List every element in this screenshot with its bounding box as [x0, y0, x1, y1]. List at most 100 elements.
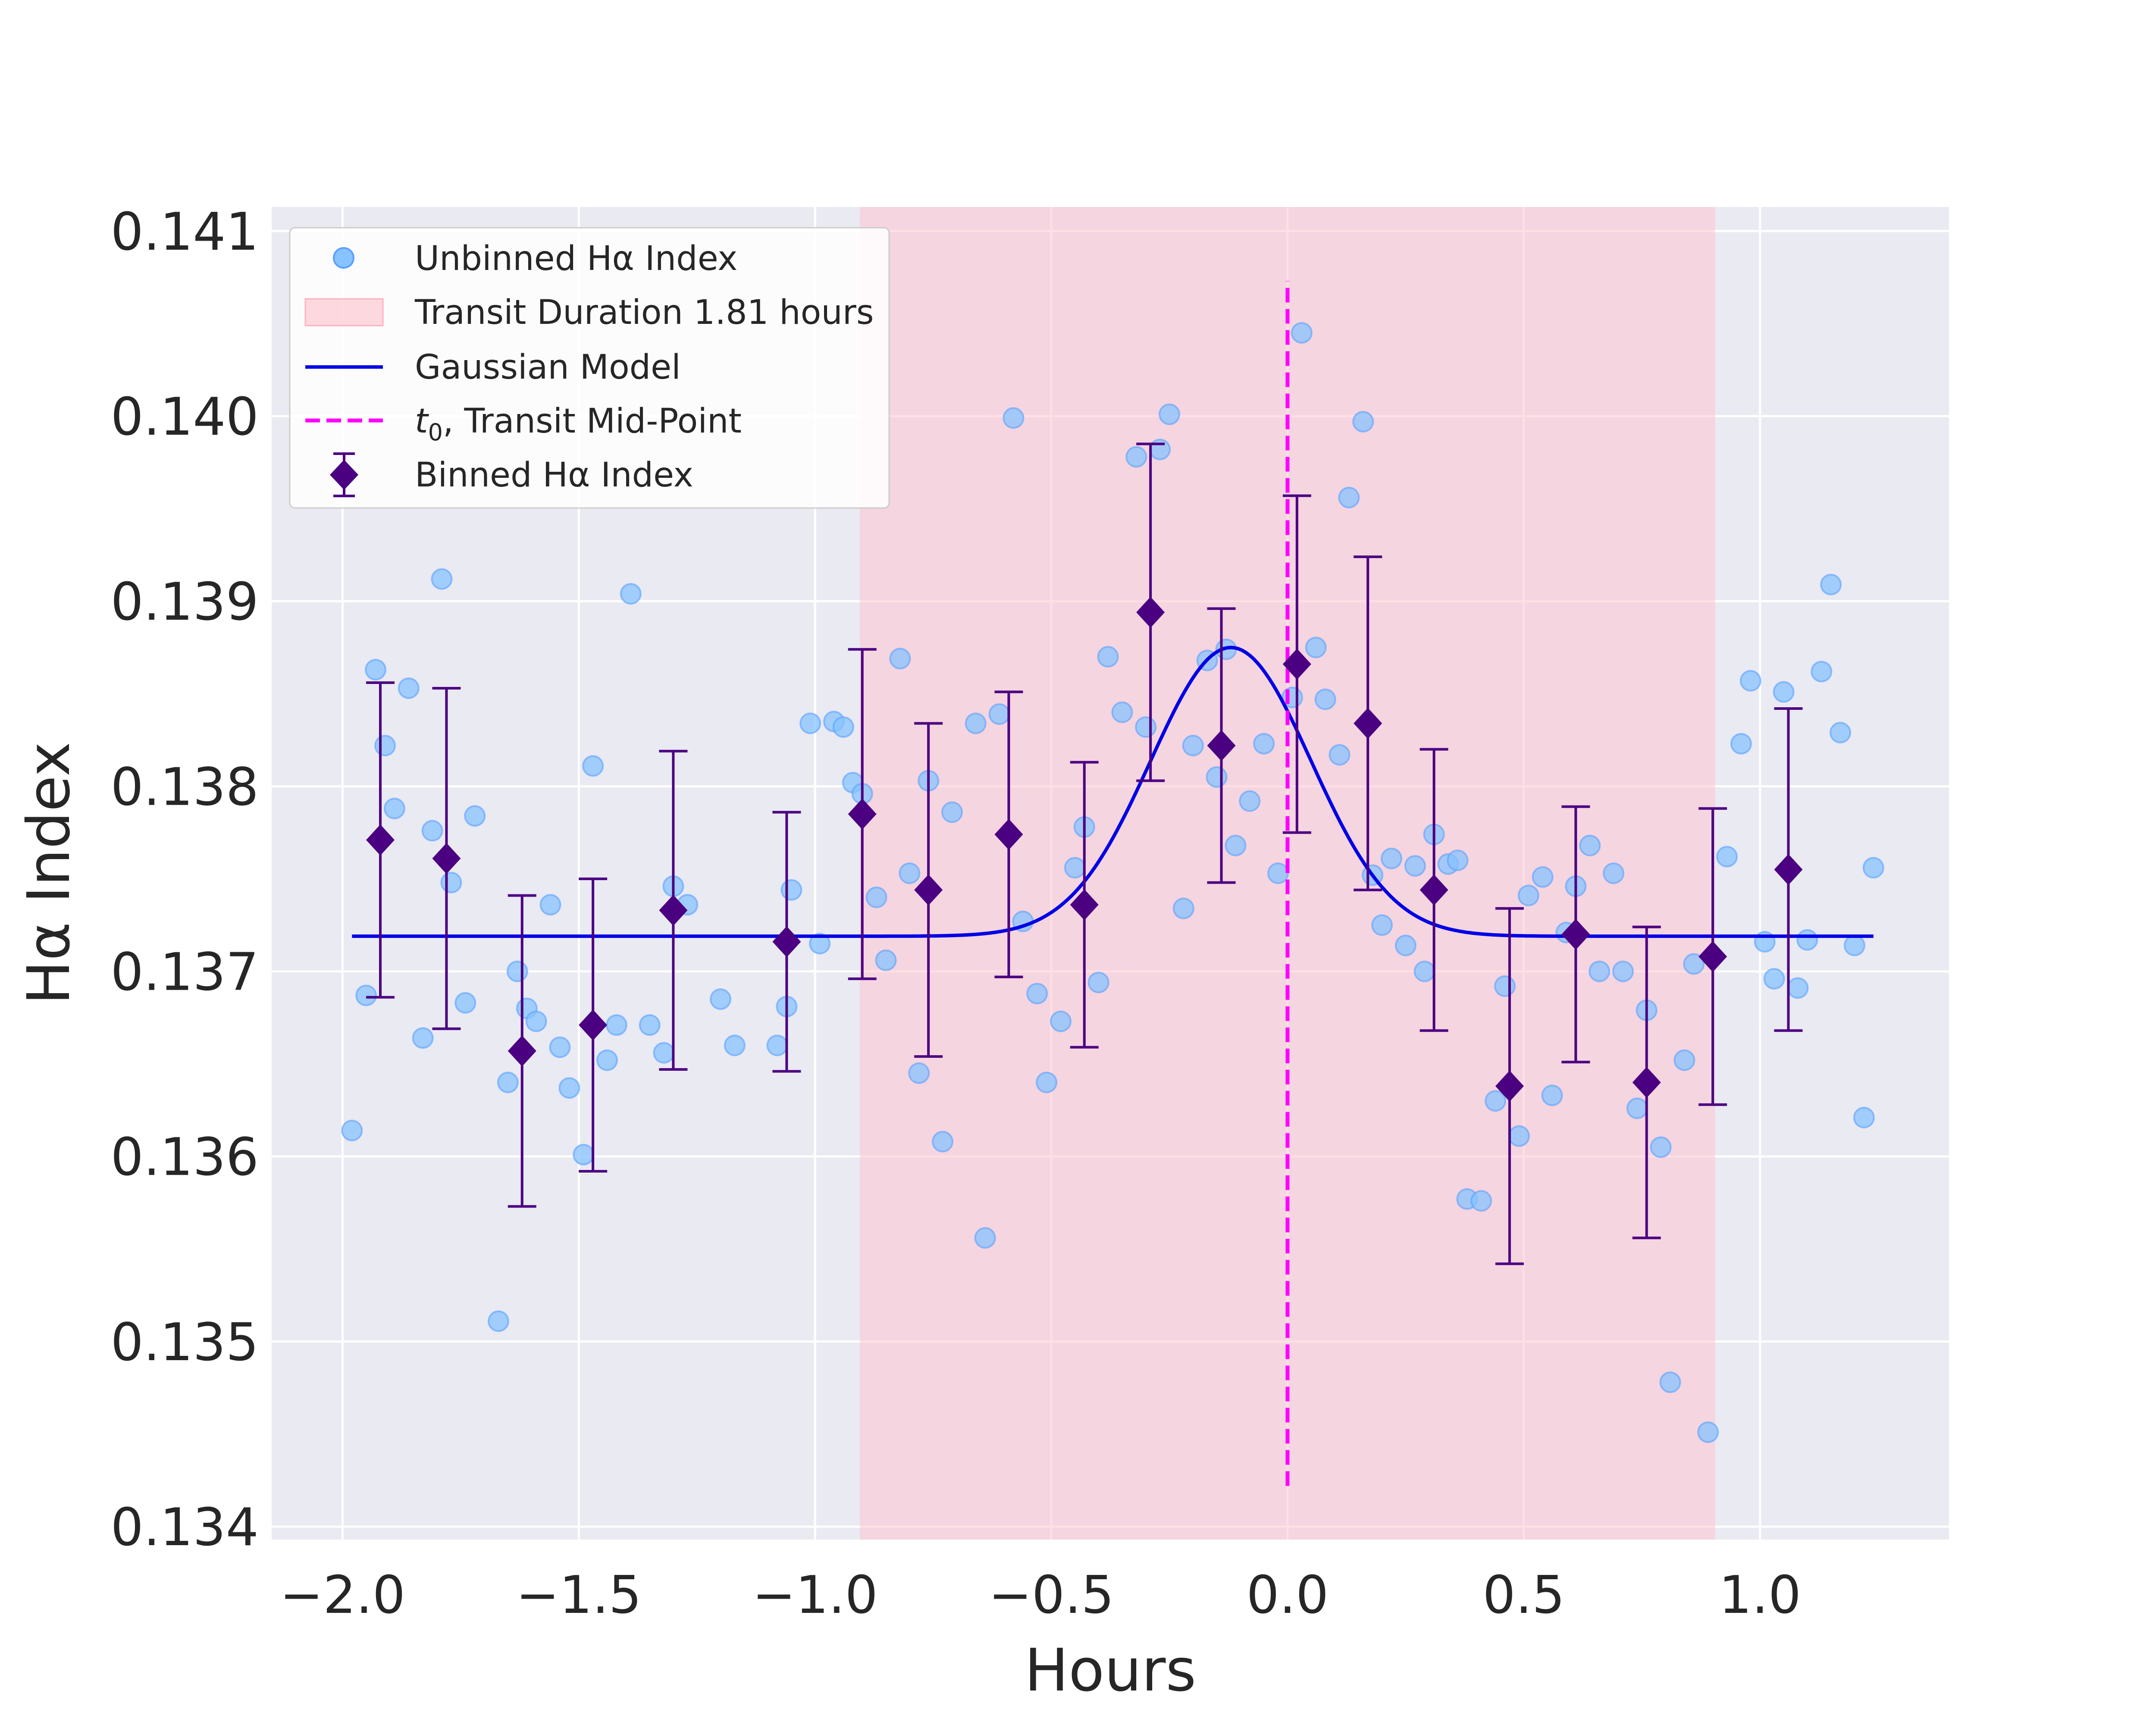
binned-marker — [1420, 874, 1448, 906]
binned-point — [994, 690, 1023, 979]
binned-marker — [1774, 854, 1803, 885]
unbinned-point — [1626, 1098, 1648, 1120]
y-tick-label: 0.139 — [110, 572, 259, 632]
unbinned-point — [1730, 733, 1752, 755]
binned-marker — [1495, 1070, 1524, 1102]
legend-transit-swatch — [304, 298, 384, 326]
binned-point — [914, 722, 943, 1058]
unbinned-point — [941, 801, 963, 823]
legend-label-binned: Binned Hα Index — [415, 456, 693, 495]
unbinned-point — [1267, 862, 1289, 884]
unbinned-point — [1125, 446, 1147, 468]
unbinned-point — [1338, 486, 1360, 508]
unbinned-point — [1853, 1107, 1875, 1129]
binned-point — [659, 750, 688, 1071]
unbinned-point — [1683, 953, 1705, 975]
unbinned-point — [1380, 847, 1402, 869]
binned-point — [1561, 805, 1590, 1063]
unbinned-point — [889, 648, 911, 670]
binned-point — [772, 811, 801, 1073]
unbinned-point — [1494, 975, 1516, 997]
binned-marker — [432, 843, 461, 874]
unbinned-point — [1470, 1190, 1492, 1212]
unbinned-point — [596, 1049, 618, 1071]
unbinned-point — [832, 716, 854, 738]
binned-point — [1632, 925, 1661, 1239]
unbinned-point — [1811, 661, 1833, 683]
x-axis-ticks: −2.0 −1.5 −1.0 −0.5 0.0 0.5 1.0 — [280, 1565, 1801, 1625]
y-tick-label: 0.138 — [110, 757, 259, 817]
unbinned-point — [398, 677, 420, 699]
legend-binned-swatch — [330, 452, 358, 497]
unbinned-point — [1508, 1125, 1530, 1147]
unbinned-point — [1485, 1090, 1507, 1112]
legend-label-t0: t0, Transit Mid-Point — [415, 402, 742, 446]
binned-marker — [772, 926, 801, 957]
binned-marker — [366, 824, 395, 856]
y-axis-label: Hα Index — [15, 742, 83, 1005]
unbinned-point — [412, 1027, 434, 1049]
unbinned-point — [1843, 935, 1865, 957]
unbinned-point — [974, 1227, 996, 1249]
unbinned-point — [1050, 1010, 1072, 1032]
unbinned-point — [1291, 322, 1313, 344]
unbinned-point — [709, 988, 731, 1010]
unbinned-point — [1172, 897, 1194, 919]
binned-marker — [579, 1009, 608, 1041]
unbinned-point — [1064, 857, 1086, 879]
unbinned-point — [620, 583, 642, 605]
binned-point — [508, 894, 536, 1208]
legend: Unbinned Hα Index Transit Duration 1.81 … — [289, 227, 890, 509]
unbinned-point — [1182, 734, 1204, 756]
y-tick-label: 0.134 — [110, 1498, 259, 1558]
unbinned-point — [582, 755, 604, 777]
unbinned-point — [1097, 646, 1119, 668]
x-tick-label: −0.5 — [988, 1565, 1114, 1625]
unbinned-point — [1541, 1085, 1563, 1106]
x-tick-label: 1.0 — [1719, 1565, 1801, 1625]
unbinned-point — [1862, 857, 1884, 879]
unbinned-point — [506, 960, 528, 982]
unbinned-point — [421, 820, 443, 842]
unbinned-point — [539, 894, 561, 916]
binned-marker — [914, 874, 943, 906]
x-tick-label: −2.0 — [280, 1565, 405, 1625]
binned-marker — [1070, 889, 1099, 920]
unbinned-point — [766, 1035, 788, 1057]
unbinned-point — [1329, 744, 1351, 766]
y-tick-label: 0.141 — [110, 202, 259, 262]
binned-marker — [1698, 941, 1727, 972]
binned-marker — [508, 1035, 536, 1066]
binned-point — [579, 877, 608, 1173]
binned-point — [1207, 607, 1236, 884]
unbinned-point — [1404, 855, 1426, 877]
legend-label-transit: Transit Duration 1.81 hours — [414, 293, 874, 332]
unbinned-point — [865, 886, 887, 908]
y-tick-label: 0.137 — [110, 942, 259, 1002]
unbinned-point — [341, 1120, 363, 1142]
unbinned-point — [487, 1310, 509, 1332]
unbinned-point — [1517, 884, 1539, 906]
unbinned-point — [454, 992, 476, 1014]
unbinned-point — [1697, 1421, 1719, 1443]
binned-point — [1354, 555, 1382, 891]
y-axis-ticks: 0.134 0.135 0.136 0.137 0.138 0.139 0.140 0.141 — [110, 202, 259, 1558]
unbinned-point — [383, 797, 405, 819]
unbinned-point — [799, 712, 821, 734]
binned-marker — [659, 894, 688, 926]
x-tick-label: −1.5 — [516, 1565, 642, 1625]
unbinned-point — [1612, 960, 1634, 982]
unbinned-point — [1447, 849, 1469, 871]
unbinned-point — [1305, 637, 1327, 659]
binned-marker — [994, 819, 1023, 850]
unbinned-point — [1026, 982, 1048, 1004]
unbinned-point — [573, 1144, 595, 1166]
binned-marker — [1282, 649, 1311, 680]
x-tick-label: 0.5 — [1482, 1565, 1565, 1625]
unbinned-point — [1773, 681, 1795, 703]
binned-point — [432, 687, 461, 1030]
unbinned-point — [1239, 790, 1261, 812]
legend-frame — [289, 227, 890, 509]
unbinned-point — [525, 1010, 547, 1032]
